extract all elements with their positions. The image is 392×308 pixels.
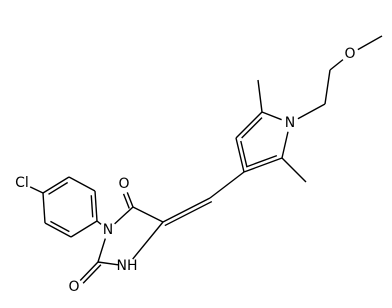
atom-label: O (118, 176, 129, 192)
bond (42, 176, 70, 194)
atom-label: Cl (15, 175, 29, 191)
bond (29, 186, 44, 194)
atom-label: NH (117, 258, 138, 274)
bond (281, 131, 289, 159)
bond (261, 111, 282, 121)
bonds (29, 35, 383, 284)
bond (97, 261, 119, 266)
bond (209, 171, 245, 199)
bond (132, 221, 164, 260)
bond (68, 176, 96, 192)
bond (235, 111, 263, 139)
atom-label: O (344, 46, 355, 62)
bond (329, 59, 344, 71)
bond (122, 193, 130, 209)
bond (70, 220, 98, 238)
bond (297, 103, 326, 120)
bond (162, 197, 211, 223)
bond (79, 261, 99, 281)
bond (126, 192, 134, 208)
bond (48, 181, 69, 195)
bond (97, 238, 106, 263)
bond (246, 154, 278, 168)
bond (96, 220, 102, 225)
bond (90, 195, 94, 218)
bond (132, 206, 164, 223)
bond (241, 117, 263, 139)
bond (281, 157, 307, 183)
atom-label: O (68, 279, 79, 295)
atom-label: N (285, 115, 295, 131)
bond (243, 157, 283, 173)
bond (257, 79, 263, 113)
bond (50, 220, 70, 233)
atom-labels: Cl N O O NH N O (15, 46, 355, 295)
bond (235, 137, 245, 173)
bond (82, 264, 102, 284)
bond (44, 222, 72, 238)
bond (324, 69, 331, 105)
bond (357, 35, 383, 51)
bond (42, 192, 46, 224)
bond (114, 206, 134, 225)
bond (240, 140, 248, 168)
atom-label: N (103, 222, 113, 238)
bond (164, 200, 213, 227)
bond (94, 190, 98, 222)
